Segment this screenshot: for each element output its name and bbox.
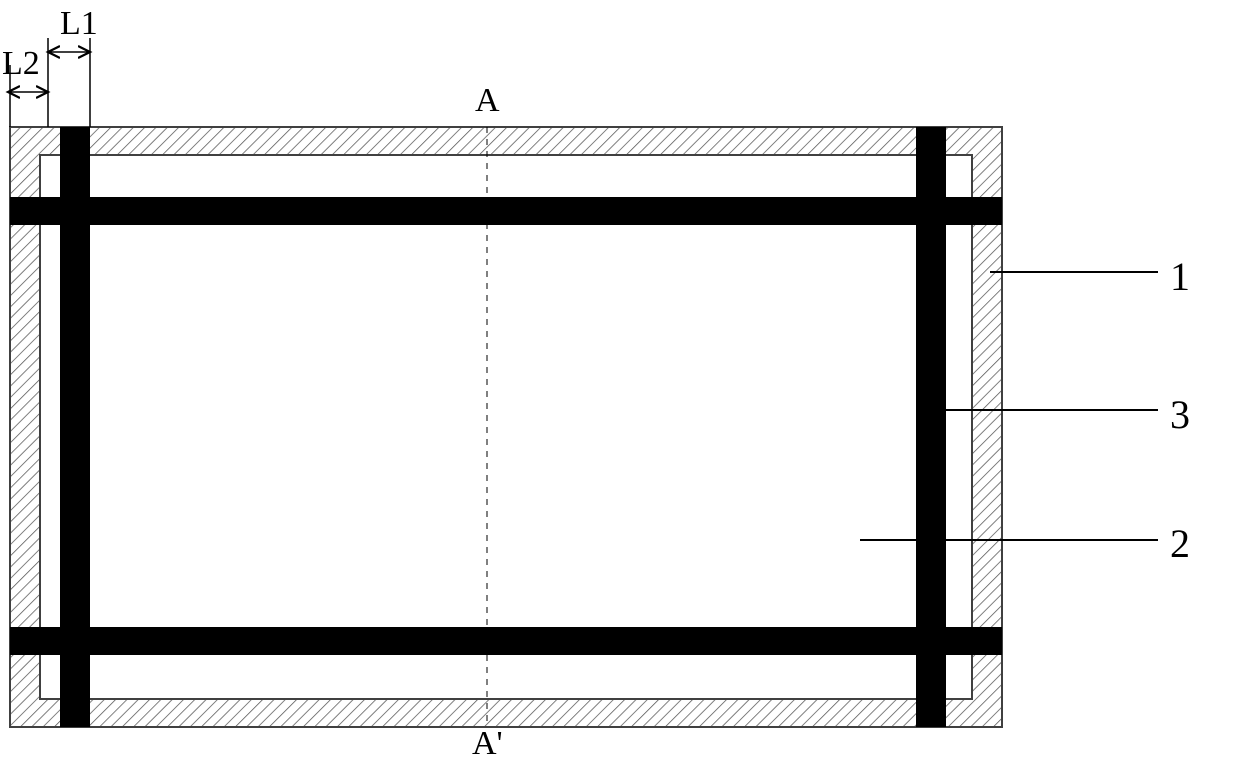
reference-label-1: 1 — [1170, 253, 1190, 300]
reference-label-3: 3 — [1170, 391, 1190, 438]
section-label-a: A — [475, 82, 500, 120]
diagram-svg — [0, 0, 1240, 773]
section-label-a-prime: A' — [472, 725, 503, 763]
dim-label-l1: L1 — [60, 5, 98, 43]
dim-label-l2: L2 — [2, 45, 40, 83]
reference-label-2: 2 — [1170, 520, 1190, 567]
diagram-canvas: L1 L2 A A' 1 2 3 — [0, 0, 1240, 773]
